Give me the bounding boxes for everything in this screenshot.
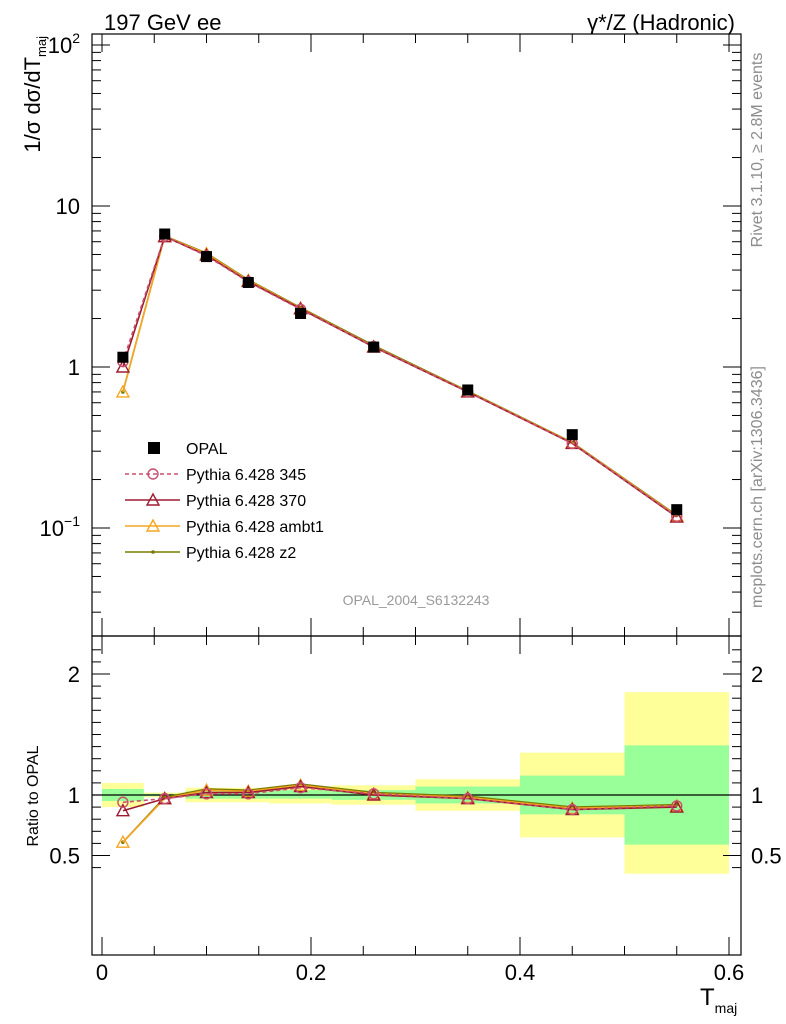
ratio-y-axis-label: Ratio to OPAL	[25, 745, 42, 846]
x-axis-label: Tmaj	[700, 984, 737, 1016]
analysis-id-label: OPAL_2004_S6132243	[343, 592, 490, 608]
ratio-y-tick-label-right: 0.5	[751, 844, 782, 869]
ratio-series-marker	[669, 799, 684, 813]
opal-data-point	[242, 276, 254, 288]
main-series-marker	[115, 359, 131, 373]
main-plot-panel: 102 10 1 10−1 OPAL_2004_S6132243 OPAL Pythia…	[20, 30, 742, 637]
ratio-series-marker	[115, 803, 131, 817]
ratio-y-tick-label-left: 2	[68, 662, 80, 687]
ratio-series-marker	[566, 803, 578, 816]
ratio-y-tick-label-left: 0.5	[49, 844, 80, 869]
opal-data-point	[295, 307, 307, 319]
ratio-series-marker	[293, 779, 308, 793]
x-tick-label: 0.4	[505, 960, 536, 985]
legend-label: Pythia 6.428 z2	[186, 545, 296, 562]
x-tick-label: 0	[96, 960, 108, 985]
ratio-series-line	[122, 786, 677, 811]
opal-data-point	[671, 504, 683, 516]
ratio-plot-panel: 0.5 0.5 1 1 2 2 0 0.2 0.4 0.6 Ratio to OPAL Tmaj	[25, 635, 782, 1016]
legend: OPAL Pythia 6.428 345 Pythia 6.428 370 Pyth…	[125, 441, 324, 562]
legend-marker	[145, 518, 161, 532]
ratio-series-marker	[241, 785, 256, 799]
ratio-series-marker	[158, 792, 171, 805]
main-y-tick-label: 10	[56, 194, 80, 219]
main-y-axis-label: 1/σ dσ/dTmaj	[20, 36, 49, 153]
legend-label: Pythia 6.428 ambt1	[186, 519, 324, 536]
rivet-version-text: Rivet 3.1.10, ≥ 2.8M events	[749, 53, 766, 248]
ratio-series-marker	[200, 788, 213, 800]
ratio-series-marker	[117, 796, 129, 808]
ratio-y-tick-label-right: 1	[751, 783, 763, 808]
mcplots-credit-text: mcplots.cern.ch [arXiv:1306.3436]	[749, 366, 766, 608]
opal-data-point	[117, 351, 129, 363]
x-tick-label: 0.2	[296, 960, 327, 985]
legend-marker	[147, 468, 159, 480]
main-y-tick-label: 1	[68, 355, 80, 380]
ratio-y-tick-label-left: 1	[68, 783, 80, 808]
header-right: γ*/Z (Hadronic)	[587, 10, 735, 35]
legend-marker	[145, 492, 161, 506]
opal-data-point	[462, 384, 474, 396]
x-tick-label: 0.6	[714, 960, 745, 985]
opal-data-point	[201, 251, 212, 263]
opal-data-point	[159, 228, 171, 240]
main-series-line	[122, 235, 678, 518]
main-y-tick-label: 10−1	[40, 513, 81, 541]
ratio-green-band	[269, 790, 332, 799]
legend-opal-marker	[148, 442, 160, 454]
legend-opal-label: OPAL	[186, 441, 228, 458]
ratio-series-marker	[462, 792, 474, 805]
opal-data-point	[566, 429, 578, 441]
header-left: 197 GeV ee	[104, 10, 221, 35]
ratio-series-marker	[671, 800, 683, 812]
ratio-series-marker	[115, 834, 131, 848]
opal-data-point	[368, 341, 380, 353]
main-y-tick-label: 102	[48, 30, 80, 58]
main-series-marker	[115, 384, 131, 398]
ratio-series-marker	[294, 782, 307, 794]
legend-label: Pythia 6.428 370	[186, 493, 306, 510]
ratio-y-tick-label-right: 2	[751, 662, 763, 687]
ratio-series-marker	[368, 788, 380, 800]
legend-marker	[151, 550, 155, 554]
legend-label: Pythia 6.428 345	[186, 467, 306, 484]
ratio-series-marker	[242, 788, 255, 800]
ratio-series-marker	[199, 785, 214, 799]
